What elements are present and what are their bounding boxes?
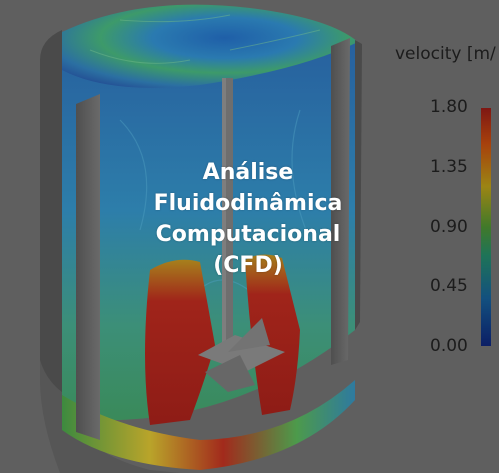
legend-tick-min: 0.00 (430, 336, 468, 356)
bottom-flow-band (62, 380, 355, 470)
overlay-title-line-2: Fluidodinâmica (153, 191, 343, 216)
legend-tick-2: 1.35 (430, 157, 468, 177)
high-velocity-jet-right (245, 254, 300, 415)
high-velocity-jet-left (145, 259, 215, 425)
legend-title: velocity [m/ (395, 44, 496, 64)
legend-tick-max: 1.80 (430, 97, 468, 117)
baffle-left (76, 94, 100, 440)
velocity-colorbar (481, 108, 491, 346)
top-flow-surface (62, 4, 358, 88)
baffle-right (331, 38, 350, 365)
overlay-title-line-4: (CFD) (213, 253, 283, 278)
impeller-shaft (222, 78, 233, 378)
legend-tick-4: 0.45 (430, 276, 468, 296)
overlay-title-line-3: Computacional (155, 222, 341, 247)
overlay-title: Análise Fluidodinâmica Computacional (CF… (138, 157, 358, 281)
legend-tick-3: 0.90 (430, 217, 468, 237)
impeller-blades (198, 335, 285, 372)
overlay-title-line-1: Análise (202, 160, 294, 185)
